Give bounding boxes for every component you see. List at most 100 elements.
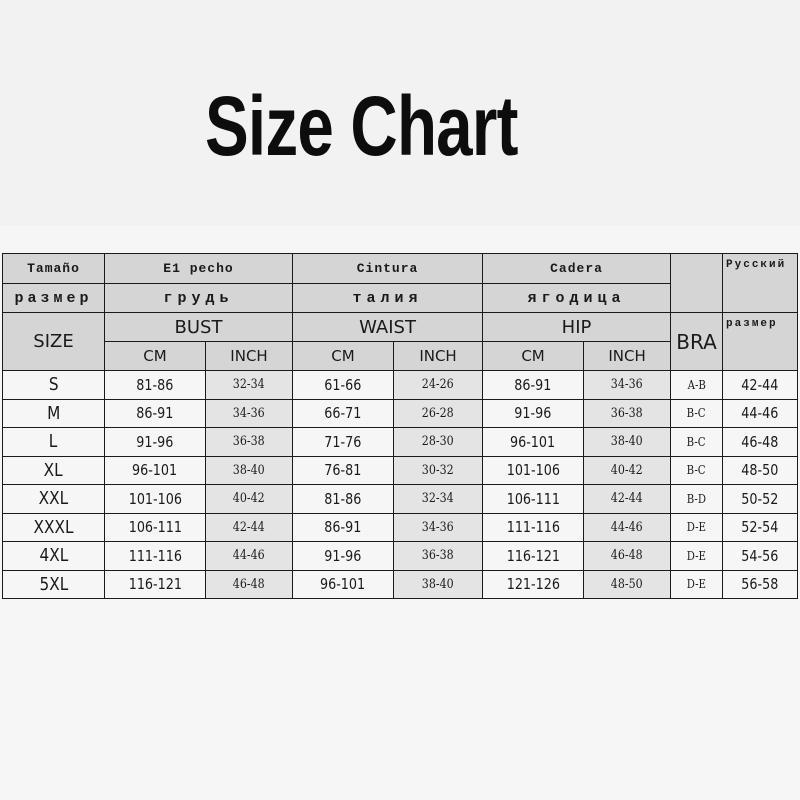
cell-text: 61-66 — [324, 375, 362, 394]
header-bust-cm: CM — [104, 341, 206, 371]
cell-text: D-E — [686, 548, 707, 563]
cell-ru: 54-56 — [722, 541, 799, 571]
cell-text: 111-116 — [128, 546, 182, 565]
cell-bra: B-C — [670, 455, 724, 485]
cell-text: 81-86 — [136, 375, 174, 394]
cell-text: 32-34 — [233, 377, 265, 393]
cell-text: D-E — [686, 520, 707, 535]
cell-text: 48-50 — [741, 461, 779, 480]
cell-text: 30-32 — [422, 462, 454, 478]
cell-text: 56-58 — [741, 575, 779, 594]
cell-bust-in: 38-40 — [204, 455, 294, 485]
cell-ru: 56-58 — [722, 569, 799, 599]
header-size-es: Tamaño — [2, 253, 105, 284]
header-bust-inch: INCH — [204, 341, 294, 371]
header-bust: BUST — [103, 312, 294, 342]
cell-bust-cm: 96-101 — [104, 455, 206, 485]
cell-text: 38-40 — [422, 576, 454, 592]
cell-bust-in: 40-42 — [204, 484, 294, 514]
cell-hip-in: 42-44 — [583, 484, 672, 514]
header-bust-es: E1 pecho — [103, 253, 294, 284]
table-row: M 86-91 34-36 66-71 26-28 91-96 36-38 B-C 44-46 — [2, 398, 799, 428]
cell-hip-cm: 91-96 — [482, 398, 585, 428]
cell-size: L — [2, 427, 105, 457]
cell-text: 76-81 — [324, 461, 362, 480]
table-row: 5XL 116-121 46-48 96-101 38-40 121-126 48-50 D-… — [2, 569, 799, 599]
cell-text: 4XL — [39, 545, 68, 567]
cell-text: 91-96 — [136, 432, 174, 451]
header-waist-ru: талия — [292, 283, 484, 313]
cell-bust-in: 32-34 — [204, 370, 294, 400]
cell-text: 106-111 — [506, 489, 560, 508]
table-row: XXXL 106-111 42-44 86-91 34-36 111-116 44-46 D-… — [2, 512, 799, 542]
table-row: L 91-96 36-38 71-76 28-30 96-101 38-40 B-C 46-48 — [2, 427, 799, 457]
cell-bra: B-D — [670, 484, 724, 514]
cell-bust-in: 34-36 — [204, 398, 294, 428]
cell-ru: 52-54 — [722, 512, 799, 542]
header-ru-label: Русский — [722, 253, 799, 313]
cell-text: 38-40 — [611, 434, 643, 450]
cell-bust-cm: 81-86 — [104, 370, 206, 400]
cell-bust-cm: 111-116 — [104, 541, 206, 571]
cell-size: 5XL — [2, 569, 105, 599]
cell-hip-cm: 106-111 — [482, 484, 585, 514]
cell-text: 36-38 — [422, 548, 454, 564]
cell-hip-in: 46-48 — [583, 541, 672, 571]
cell-hip-cm: 121-126 — [482, 569, 585, 599]
cell-text: 36-38 — [611, 405, 643, 421]
cell-text: 42-44 — [233, 519, 265, 535]
cell-text: B-C — [687, 434, 707, 449]
cell-text: 101-106 — [128, 489, 182, 508]
cell-text: 46-48 — [611, 548, 643, 564]
cell-text: 38-40 — [233, 462, 265, 478]
cell-waist-cm: 71-76 — [292, 427, 395, 457]
cell-text: 44-46 — [741, 404, 779, 423]
cell-bust-cm: 101-106 — [104, 484, 206, 514]
cell-text: 111-116 — [506, 518, 560, 537]
cell-text: 42-44 — [741, 375, 779, 394]
cell-text: 46-48 — [233, 576, 265, 592]
header-size: SIZE — [2, 312, 105, 371]
header-bra: BRA — [670, 312, 724, 371]
table-row: XXL 101-106 40-42 81-86 32-34 106-111 42-44 B-D… — [2, 484, 799, 514]
cell-bust-cm: 116-121 — [104, 569, 206, 599]
cell-waist-cm: 81-86 — [292, 484, 395, 514]
header-hip: HIP — [482, 312, 672, 342]
cell-text: 34-36 — [422, 519, 454, 535]
cell-text: 34-36 — [611, 377, 643, 393]
cell-bust-cm: 91-96 — [104, 427, 206, 457]
cell-text: 50-52 — [741, 489, 779, 508]
cell-size: S — [2, 370, 105, 400]
cell-text: 116-121 — [128, 575, 182, 594]
cell-size: XXL — [2, 484, 105, 514]
cell-waist-in: 38-40 — [393, 569, 484, 599]
cell-text: 26-28 — [422, 405, 454, 421]
cell-bust-in: 42-44 — [204, 512, 294, 542]
cell-text: 96-101 — [510, 432, 556, 451]
cell-ru: 44-46 — [722, 398, 799, 428]
cell-text: 36-38 — [233, 434, 265, 450]
cell-text: 91-96 — [514, 404, 552, 423]
cell-ru: 42-44 — [722, 370, 799, 400]
cell-text: 116-121 — [506, 546, 560, 565]
cell-waist-in: 24-26 — [393, 370, 484, 400]
cell-text: B-C — [687, 406, 707, 421]
cell-hip-in: 40-42 — [583, 455, 672, 485]
header-ru-size: размер — [722, 312, 799, 371]
cell-size: XXXL — [2, 512, 105, 542]
cell-text: 81-86 — [324, 489, 362, 508]
cell-bra: B-C — [670, 427, 724, 457]
cell-waist-cm: 96-101 — [292, 569, 395, 599]
cell-text: S — [48, 374, 59, 396]
cell-text: D-E — [686, 577, 707, 592]
cell-bust-in: 46-48 — [204, 569, 294, 599]
cell-text: L — [49, 431, 58, 453]
cell-text: 24-26 — [422, 377, 454, 393]
title-band — [0, 0, 800, 226]
cell-size: 4XL — [2, 541, 105, 571]
cell-bust-cm: 106-111 — [104, 512, 206, 542]
cell-ru: 50-52 — [722, 484, 799, 514]
cell-text: 96-101 — [132, 461, 178, 480]
cell-text: 42-44 — [611, 491, 643, 507]
cell-hip-cm: 86-91 — [482, 370, 585, 400]
